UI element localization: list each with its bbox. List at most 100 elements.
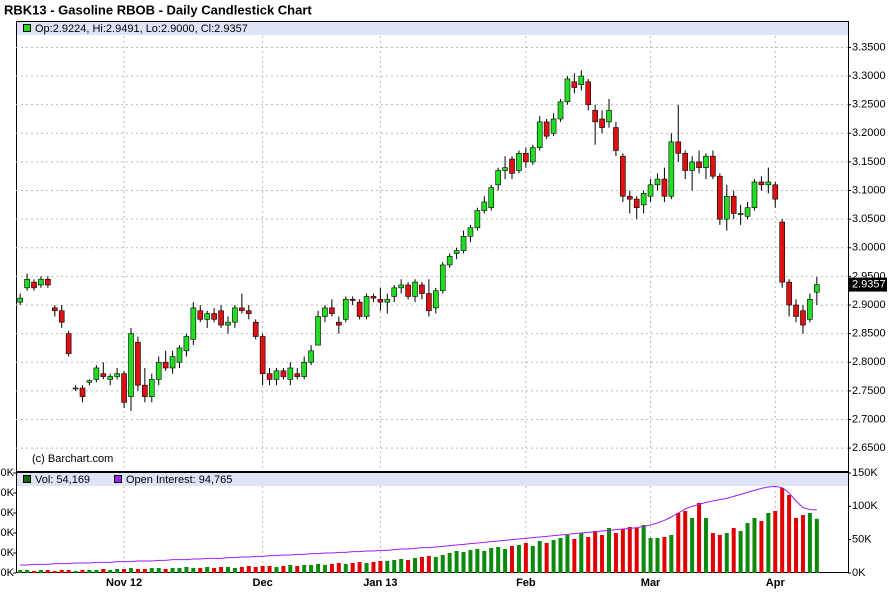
source-note: (c) Barchart.com xyxy=(32,453,113,465)
candle-body xyxy=(370,296,377,299)
candle-body xyxy=(689,161,695,171)
candle-body xyxy=(135,341,141,386)
volume-bar xyxy=(551,540,556,573)
volume-bar xyxy=(142,569,147,573)
volume-bar xyxy=(184,567,189,573)
candle-body xyxy=(128,333,134,397)
volume-bar xyxy=(717,535,722,573)
candle-body xyxy=(467,227,474,237)
candle-body xyxy=(696,161,702,168)
volume-bar xyxy=(302,565,307,573)
candle-body xyxy=(550,118,557,134)
volume-bar xyxy=(752,518,757,573)
volume-bar xyxy=(489,548,494,573)
volume-bar xyxy=(773,511,778,573)
y-tick-label: 2.7500 xyxy=(852,385,886,397)
last-price-label: 2.9357 xyxy=(852,278,886,290)
volume-bar xyxy=(676,513,681,573)
candle-body xyxy=(606,110,612,123)
candle-body xyxy=(793,304,799,317)
volume-bar xyxy=(669,535,674,573)
candle-body xyxy=(121,373,127,403)
candle-body xyxy=(633,198,640,209)
volume-bar xyxy=(537,541,542,573)
y-tick-label: 0K xyxy=(1,567,15,579)
y-tick-label: 2.8500 xyxy=(852,328,886,340)
volume-bar xyxy=(530,546,535,573)
legend-swatch xyxy=(23,475,31,483)
candle-body xyxy=(287,367,294,380)
volume-bar xyxy=(641,525,646,573)
volume-bar xyxy=(454,551,459,573)
legend-band xyxy=(17,22,848,35)
candle-body xyxy=(384,298,391,303)
y2-tick-label: 100K xyxy=(852,500,878,512)
candle-body xyxy=(252,321,259,337)
volume-bar xyxy=(800,515,805,573)
volume-bar xyxy=(690,518,695,573)
volume-bar xyxy=(239,567,244,573)
volume-bar xyxy=(510,546,515,573)
open-interest-line xyxy=(20,485,817,566)
candle-body xyxy=(100,373,107,377)
candle-body xyxy=(772,184,779,200)
candle-body xyxy=(114,373,120,377)
volume-bar xyxy=(309,565,314,573)
volume-bar xyxy=(447,553,452,573)
candle-body xyxy=(675,141,682,154)
candle-body xyxy=(315,316,321,346)
legend-text: Op:2.9224, Hi:2.9491, Lo:2.9000, Cl:2.93… xyxy=(35,23,248,35)
candle-body xyxy=(86,380,93,383)
volume-bar xyxy=(385,561,390,573)
volume-bar xyxy=(371,562,376,573)
volume-bar xyxy=(745,523,750,573)
candle-body xyxy=(79,387,86,397)
candle-body xyxy=(509,158,515,174)
candle-body xyxy=(266,373,273,380)
candle-body xyxy=(377,298,384,303)
candle-body xyxy=(807,298,813,320)
candle-body xyxy=(38,278,44,286)
x-tick-label: Jan 13 xyxy=(363,577,397,589)
candle-body xyxy=(626,195,633,200)
volume-bar xyxy=(177,568,182,573)
volume-bar xyxy=(738,531,743,573)
candle-body xyxy=(502,167,508,171)
candle-body xyxy=(93,367,100,380)
candle-body xyxy=(661,178,668,197)
volume-bar xyxy=(516,545,521,573)
candle-body xyxy=(578,75,585,85)
candle-body xyxy=(232,307,238,323)
volume-bar xyxy=(191,568,196,573)
volume-bar xyxy=(128,568,133,573)
candle-body xyxy=(211,313,217,320)
y-tick-label: 100K xyxy=(0,467,15,479)
candle-body xyxy=(342,298,349,320)
candle-body xyxy=(301,361,307,377)
volume-bar xyxy=(586,537,591,573)
volume-bar xyxy=(378,561,383,573)
volume-bar xyxy=(655,538,660,573)
candle-body xyxy=(723,195,730,220)
volume-panel xyxy=(16,472,849,573)
volume-bar xyxy=(122,569,127,573)
volume-bar xyxy=(274,567,279,573)
volume-bar xyxy=(225,567,230,573)
volume-bar xyxy=(94,570,99,573)
candle-body xyxy=(142,384,148,397)
volume-bar xyxy=(406,560,411,573)
candle-body xyxy=(585,81,592,105)
x-tick-label: Nov 12 xyxy=(106,577,142,589)
y-tick-label: 3.0000 xyxy=(852,242,886,254)
candle-body xyxy=(204,313,211,320)
candle-body xyxy=(523,153,529,163)
candle-body xyxy=(703,155,709,168)
volume-bar xyxy=(267,566,272,573)
candle-body xyxy=(557,101,564,120)
volume-bar xyxy=(794,518,799,573)
volume-bar xyxy=(565,535,570,573)
candle-body xyxy=(668,141,675,197)
candle-body xyxy=(599,118,605,128)
candle-body xyxy=(45,278,51,286)
